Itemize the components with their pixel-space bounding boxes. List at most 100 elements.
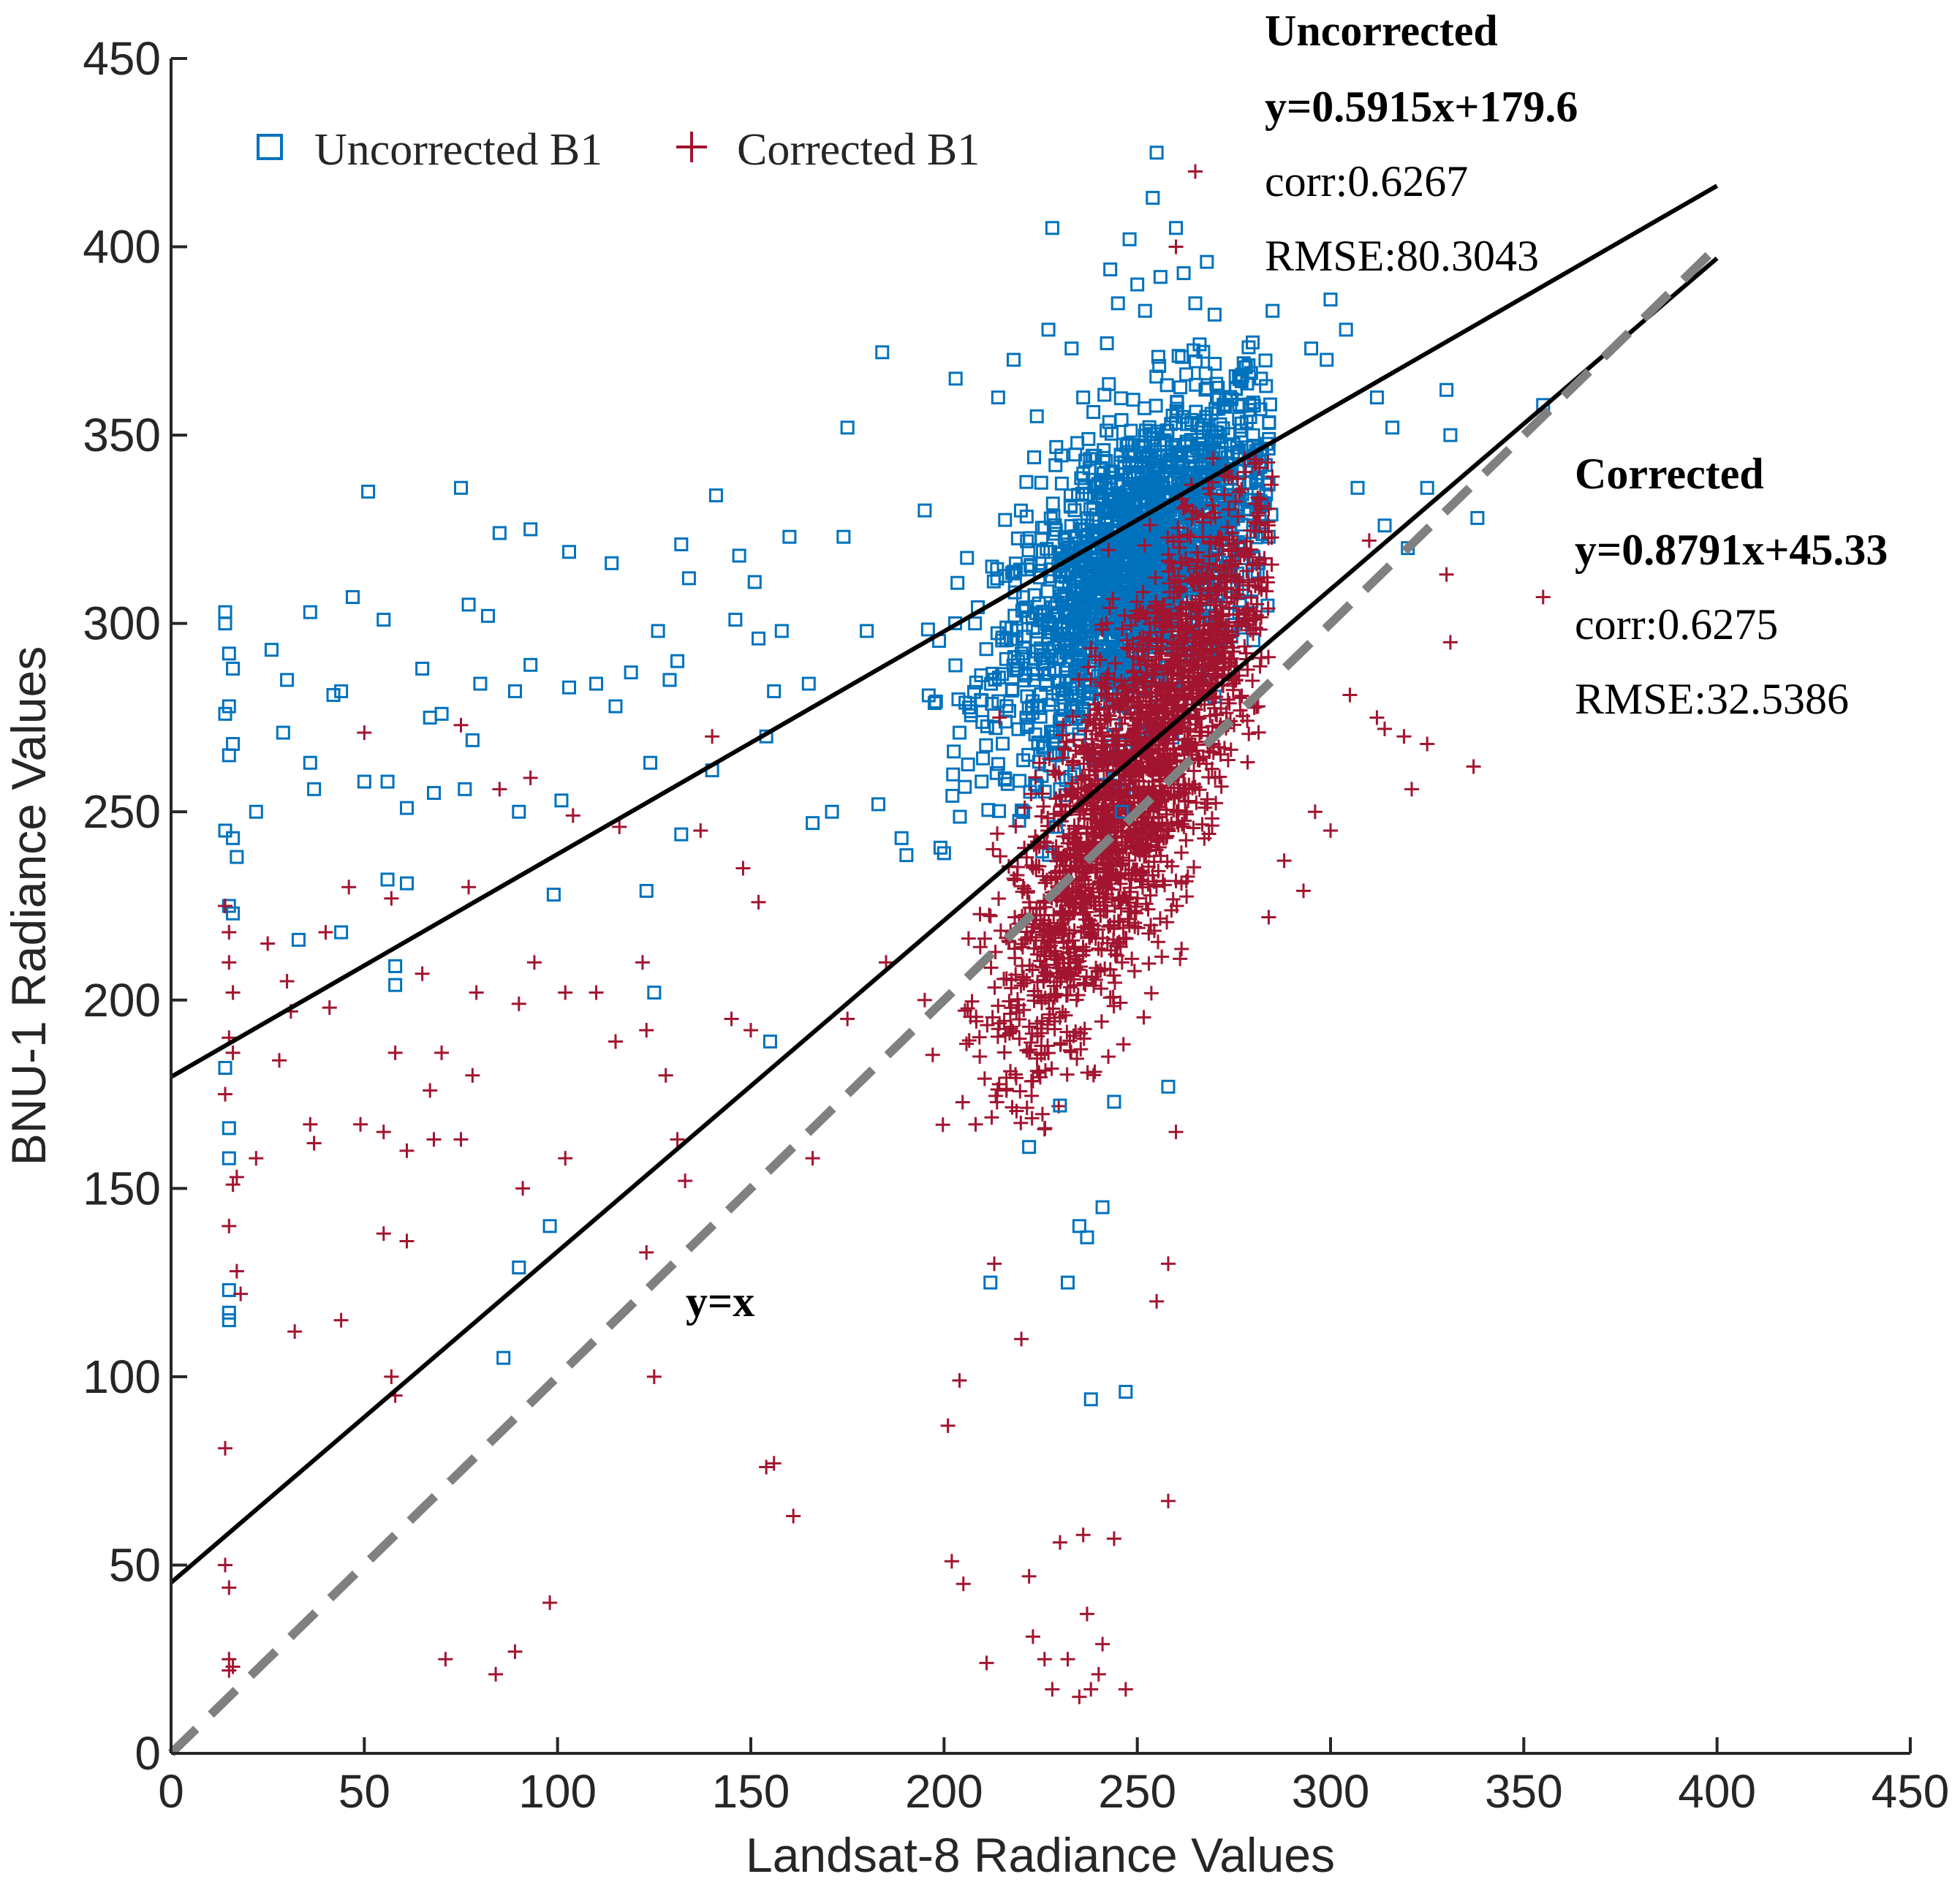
corrected-point bbox=[960, 1001, 975, 1016]
uncorrected-point bbox=[974, 668, 988, 683]
uncorrected-point bbox=[1443, 428, 1458, 442]
corrected-point bbox=[438, 1652, 453, 1667]
uncorrected-point bbox=[1059, 670, 1074, 684]
corrected-point bbox=[1187, 623, 1202, 638]
corrected-point bbox=[1249, 597, 1265, 612]
corrected-point bbox=[1191, 602, 1206, 617]
corrected-point bbox=[612, 819, 627, 834]
uncorrected-point bbox=[999, 633, 1014, 648]
corrected-point bbox=[1081, 924, 1097, 940]
uncorrected-point bbox=[1208, 357, 1222, 371]
uncorrected-point bbox=[1146, 536, 1160, 551]
corrected-point bbox=[987, 980, 1002, 995]
corrected-point bbox=[1013, 978, 1029, 994]
corrected-point bbox=[1099, 904, 1114, 919]
corrected-point bbox=[1115, 621, 1130, 637]
corrected-point bbox=[1323, 823, 1338, 838]
corrected-point bbox=[1232, 690, 1247, 706]
uncorrected-point bbox=[953, 809, 967, 824]
corrected-point bbox=[1036, 799, 1051, 815]
corrected-point bbox=[1082, 712, 1097, 728]
corrected-point bbox=[1191, 672, 1206, 687]
uncorrected-point bbox=[917, 503, 932, 518]
y-tick-label: 0 bbox=[135, 1727, 161, 1780]
corrected-point bbox=[1187, 860, 1202, 875]
corrected-point bbox=[1107, 975, 1122, 990]
corrected-point bbox=[1159, 736, 1174, 752]
corrected-point bbox=[1149, 832, 1165, 847]
corrected-point bbox=[1066, 1028, 1081, 1043]
uncorrected-point bbox=[899, 848, 914, 863]
uncorrected-point bbox=[1031, 736, 1045, 751]
corrected-point bbox=[1157, 602, 1172, 618]
corrected-point bbox=[1136, 868, 1151, 883]
corrected-point bbox=[786, 1508, 801, 1524]
uncorrected-point bbox=[1052, 673, 1067, 688]
uncorrected-point bbox=[1072, 657, 1086, 672]
uncorrected-point bbox=[1051, 635, 1066, 650]
corrected-point bbox=[1170, 605, 1185, 621]
uncorrected-point bbox=[1053, 1098, 1067, 1113]
uncorrected-point bbox=[647, 985, 662, 1000]
corrected-point bbox=[1173, 951, 1188, 967]
uncorrected-point bbox=[1149, 398, 1163, 413]
regression-lines bbox=[167, 184, 1720, 1757]
corrected-point bbox=[990, 1029, 1005, 1044]
corrected-point bbox=[1132, 631, 1148, 646]
corrected-point bbox=[1119, 931, 1134, 946]
corrected-point bbox=[1205, 498, 1220, 513]
uncorrected-point bbox=[1078, 488, 1093, 502]
uncorrected-point bbox=[399, 876, 414, 891]
uncorrected-point bbox=[1097, 388, 1112, 402]
corrected-point bbox=[1143, 888, 1158, 903]
uncorrected-point bbox=[752, 631, 766, 646]
corrected-point bbox=[222, 1580, 237, 1595]
uncorrected-point bbox=[1021, 543, 1036, 558]
corrected-point bbox=[1004, 980, 1019, 996]
corrected-point bbox=[1094, 981, 1109, 997]
corrected-point bbox=[1159, 828, 1175, 844]
corrected-point bbox=[1160, 1493, 1176, 1508]
uncorrected-point bbox=[1213, 430, 1227, 445]
corrected-point bbox=[376, 1125, 391, 1140]
corrected-point bbox=[1252, 621, 1268, 637]
uncorrected-point bbox=[1105, 491, 1120, 506]
corrected-point bbox=[1139, 755, 1154, 770]
uncorrected-point bbox=[1173, 380, 1188, 395]
uncorrected-point bbox=[1045, 600, 1059, 615]
corrected-point bbox=[1039, 835, 1054, 850]
uncorrected-point bbox=[380, 774, 395, 789]
uncorrected-point bbox=[554, 793, 569, 808]
uncorrected-point bbox=[991, 757, 1005, 771]
corrected-point bbox=[1145, 787, 1160, 802]
corrected-point bbox=[1187, 575, 1202, 591]
corrected-point bbox=[1012, 1012, 1027, 1027]
corrected-point bbox=[1126, 664, 1141, 679]
uncorrected-point bbox=[860, 624, 874, 638]
corrected-point bbox=[1173, 845, 1189, 861]
corrected-point bbox=[1113, 901, 1129, 916]
corrected-point bbox=[1203, 651, 1219, 667]
axes bbox=[170, 58, 1910, 1755]
uncorrected-point bbox=[326, 688, 341, 703]
corrected-point bbox=[1173, 629, 1188, 644]
corrected-point bbox=[1307, 804, 1323, 820]
corrected-point bbox=[1086, 744, 1102, 759]
corrected-point bbox=[1034, 786, 1050, 801]
corrected-point bbox=[1222, 695, 1237, 711]
uncorrected-point bbox=[1195, 421, 1209, 436]
uncorrected-point bbox=[1169, 221, 1184, 235]
corrected-point bbox=[983, 960, 999, 975]
uncorrected-point bbox=[1209, 377, 1224, 391]
corrected-point bbox=[1241, 575, 1256, 590]
uncorrected-point bbox=[894, 831, 909, 845]
uncorrected-point bbox=[334, 684, 349, 698]
corrected-point bbox=[1113, 673, 1129, 689]
corrected-point bbox=[1043, 869, 1059, 885]
corrected-point bbox=[1117, 608, 1132, 624]
uncorrected-point bbox=[1216, 421, 1230, 436]
uncorrected-point bbox=[1043, 545, 1058, 559]
corrected-point bbox=[229, 1169, 244, 1184]
corrected-point bbox=[1146, 721, 1162, 736]
corrected-point bbox=[1206, 451, 1221, 466]
